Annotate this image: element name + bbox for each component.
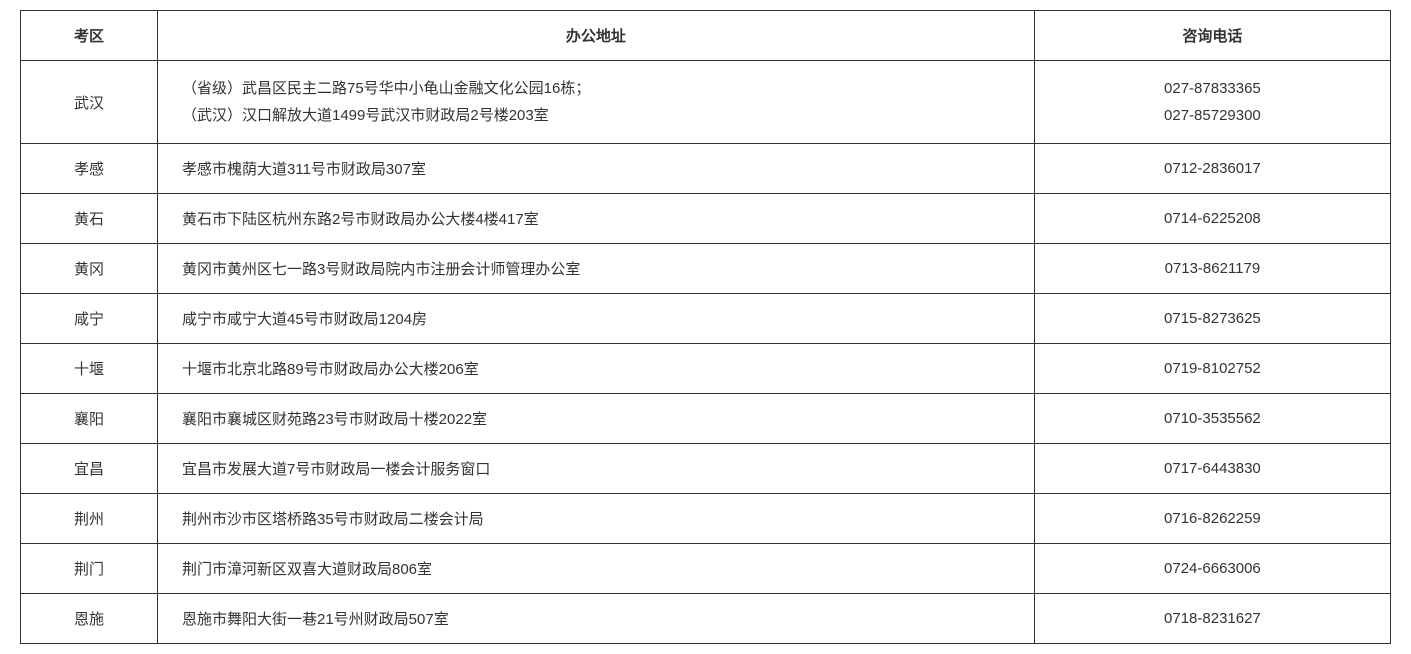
address-line: 黄冈市黄州区七一路3号财政局院内市注册会计师管理办公室 <box>182 258 1018 279</box>
phone-line: 0724-6663006 <box>1051 560 1374 577</box>
header-address: 办公地址 <box>158 11 1035 61</box>
phone-line: 0719-8102752 <box>1051 360 1374 377</box>
table-row: 咸宁 咸宁市咸宁大道45号市财政局1204房 0715-8273625 <box>21 294 1391 344</box>
table-header-row: 考区 办公地址 咨询电话 <box>21 11 1391 61</box>
phone-line: 0713-8621179 <box>1051 260 1374 277</box>
cell-phone: 027-87833365027-85729300 <box>1034 61 1390 144</box>
phone-line: 0717-6443830 <box>1051 460 1374 477</box>
cell-district: 荆门 <box>21 544 158 594</box>
address-line: 黄石市下陆区杭州东路2号市财政局办公大楼4楼417室 <box>182 208 1018 229</box>
address-line: 荆门市漳河新区双喜大道财政局806室 <box>182 558 1018 579</box>
table-row: 荆门 荆门市漳河新区双喜大道财政局806室 0724-6663006 <box>21 544 1391 594</box>
phone-line: 0716-8262259 <box>1051 510 1374 527</box>
cell-address: 宜昌市发展大道7号市财政局一楼会计服务窗口 <box>158 444 1035 494</box>
contact-table: 考区 办公地址 咨询电话 武汉（省级）武昌区民主二路75号华中小龟山金融文化公园… <box>20 10 1391 644</box>
cell-phone: 0718-8231627 <box>1034 594 1390 644</box>
cell-district: 恩施 <box>21 594 158 644</box>
cell-phone: 0710-3535562 <box>1034 394 1390 444</box>
address-line: 宜昌市发展大道7号市财政局一楼会计服务窗口 <box>182 458 1018 479</box>
cell-phone: 0715-8273625 <box>1034 294 1390 344</box>
table-row: 黄冈 黄冈市黄州区七一路3号财政局院内市注册会计师管理办公室 0713-862117… <box>21 244 1391 294</box>
cell-district: 十堰 <box>21 344 158 394</box>
cell-address: 荆州市沙市区塔桥路35号市财政局二楼会计局 <box>158 494 1035 544</box>
table-row: 荆州 荆州市沙市区塔桥路35号市财政局二楼会计局 0716-8262259 <box>21 494 1391 544</box>
phone-line: 027-87833365 <box>1051 75 1374 102</box>
address-line: 咸宁市咸宁大道45号市财政局1204房 <box>182 308 1018 329</box>
address-line: （武汉）汉口解放大道1499号武汉市财政局2号楼203室 <box>182 102 1018 129</box>
table-row: 武汉（省级）武昌区民主二路75号华中小龟山金融文化公园16栋；（武汉）汉口解放大… <box>21 61 1391 144</box>
cell-district: 黄冈 <box>21 244 158 294</box>
cell-district: 荆州 <box>21 494 158 544</box>
table-row: 恩施 恩施市舞阳大街一巷21号州财政局507室 0718-8231627 <box>21 594 1391 644</box>
cell-district: 黄石 <box>21 194 158 244</box>
cell-address: 十堰市北京北路89号市财政局办公大楼206室 <box>158 344 1035 394</box>
table-row: 黄石 黄石市下陆区杭州东路2号市财政局办公大楼4楼417室 0714-6225208 <box>21 194 1391 244</box>
cell-phone: 0717-6443830 <box>1034 444 1390 494</box>
phone-line: 0710-3535562 <box>1051 410 1374 427</box>
cell-address: 黄冈市黄州区七一路3号财政局院内市注册会计师管理办公室 <box>158 244 1035 294</box>
address-line: 襄阳市襄城区财苑路23号市财政局十楼2022室 <box>182 408 1018 429</box>
cell-address: 咸宁市咸宁大道45号市财政局1204房 <box>158 294 1035 344</box>
table-row: 襄阳 襄阳市襄城区财苑路23号市财政局十楼2022室 0710-3535562 <box>21 394 1391 444</box>
table-row: 孝感 孝感市槐荫大道311号市财政局307室 0712-2836017 <box>21 144 1391 194</box>
table-row: 宜昌 宜昌市发展大道7号市财政局一楼会计服务窗口 0717-6443830 <box>21 444 1391 494</box>
cell-address: 襄阳市襄城区财苑路23号市财政局十楼2022室 <box>158 394 1035 444</box>
table-body: 武汉（省级）武昌区民主二路75号华中小龟山金融文化公园16栋；（武汉）汉口解放大… <box>21 61 1391 644</box>
address-line: 荆州市沙市区塔桥路35号市财政局二楼会计局 <box>182 508 1018 529</box>
phone-line: 0712-2836017 <box>1051 160 1374 177</box>
header-phone: 咨询电话 <box>1034 11 1390 61</box>
cell-phone: 0724-6663006 <box>1034 544 1390 594</box>
cell-phone: 0712-2836017 <box>1034 144 1390 194</box>
table-row: 十堰 十堰市北京北路89号市财政局办公大楼206室 0719-8102752 <box>21 344 1391 394</box>
cell-address: 孝感市槐荫大道311号市财政局307室 <box>158 144 1035 194</box>
address-line: （省级）武昌区民主二路75号华中小龟山金融文化公园16栋； <box>182 75 1018 102</box>
cell-address: 恩施市舞阳大街一巷21号州财政局507室 <box>158 594 1035 644</box>
address-line: 孝感市槐荫大道311号市财政局307室 <box>182 158 1018 179</box>
address-line: 恩施市舞阳大街一巷21号州财政局507室 <box>182 608 1018 629</box>
cell-phone: 0719-8102752 <box>1034 344 1390 394</box>
address-line: 十堰市北京北路89号市财政局办公大楼206室 <box>182 358 1018 379</box>
cell-district: 宜昌 <box>21 444 158 494</box>
header-district: 考区 <box>21 11 158 61</box>
cell-district: 咸宁 <box>21 294 158 344</box>
cell-address: 荆门市漳河新区双喜大道财政局806室 <box>158 544 1035 594</box>
cell-phone: 0713-8621179 <box>1034 244 1390 294</box>
cell-district: 孝感 <box>21 144 158 194</box>
phone-line: 0714-6225208 <box>1051 210 1374 227</box>
cell-phone: 0714-6225208 <box>1034 194 1390 244</box>
cell-district: 武汉 <box>21 61 158 144</box>
cell-district: 襄阳 <box>21 394 158 444</box>
phone-line: 027-85729300 <box>1051 102 1374 129</box>
phone-line: 0715-8273625 <box>1051 310 1374 327</box>
cell-address: 黄石市下陆区杭州东路2号市财政局办公大楼4楼417室 <box>158 194 1035 244</box>
cell-phone: 0716-8262259 <box>1034 494 1390 544</box>
cell-address: （省级）武昌区民主二路75号华中小龟山金融文化公园16栋；（武汉）汉口解放大道1… <box>158 61 1035 144</box>
phone-line: 0718-8231627 <box>1051 610 1374 627</box>
